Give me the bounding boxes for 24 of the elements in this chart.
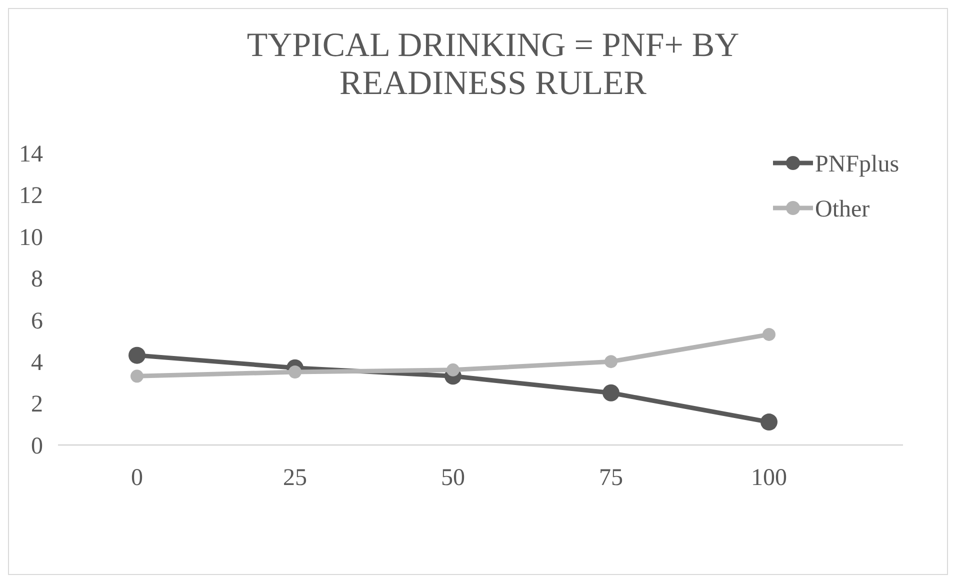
x-tick-label: 0: [131, 465, 143, 491]
y-tick-label: 12: [19, 183, 43, 210]
y-tick-label: 8: [31, 266, 43, 293]
point: [446, 363, 460, 376]
point: [604, 355, 618, 368]
y-tick-label: 6: [31, 308, 43, 334]
y-tick-label: 10: [19, 224, 43, 251]
point: [128, 346, 146, 364]
y-tick-label: 0: [31, 433, 43, 460]
y-tick-label: 4: [31, 350, 43, 376]
point: [762, 328, 776, 341]
point: [602, 384, 620, 402]
chart-title: TYPICAL DRINKING = PNF+ BY READINESS RULER: [246, 27, 740, 102]
x-tick-label: 75: [599, 465, 623, 491]
x-tick-label: 100: [751, 465, 787, 491]
legend-label: Other: [815, 196, 870, 222]
x-tick-label: 50: [441, 465, 465, 491]
point: [760, 414, 778, 431]
legend-label: PNFplus: [815, 151, 900, 178]
point: [130, 370, 144, 383]
y-tick-label: 2: [31, 392, 43, 418]
y-tick-label: 14: [19, 141, 43, 168]
point: [288, 366, 302, 378]
x-tick-label: 25: [283, 465, 307, 491]
